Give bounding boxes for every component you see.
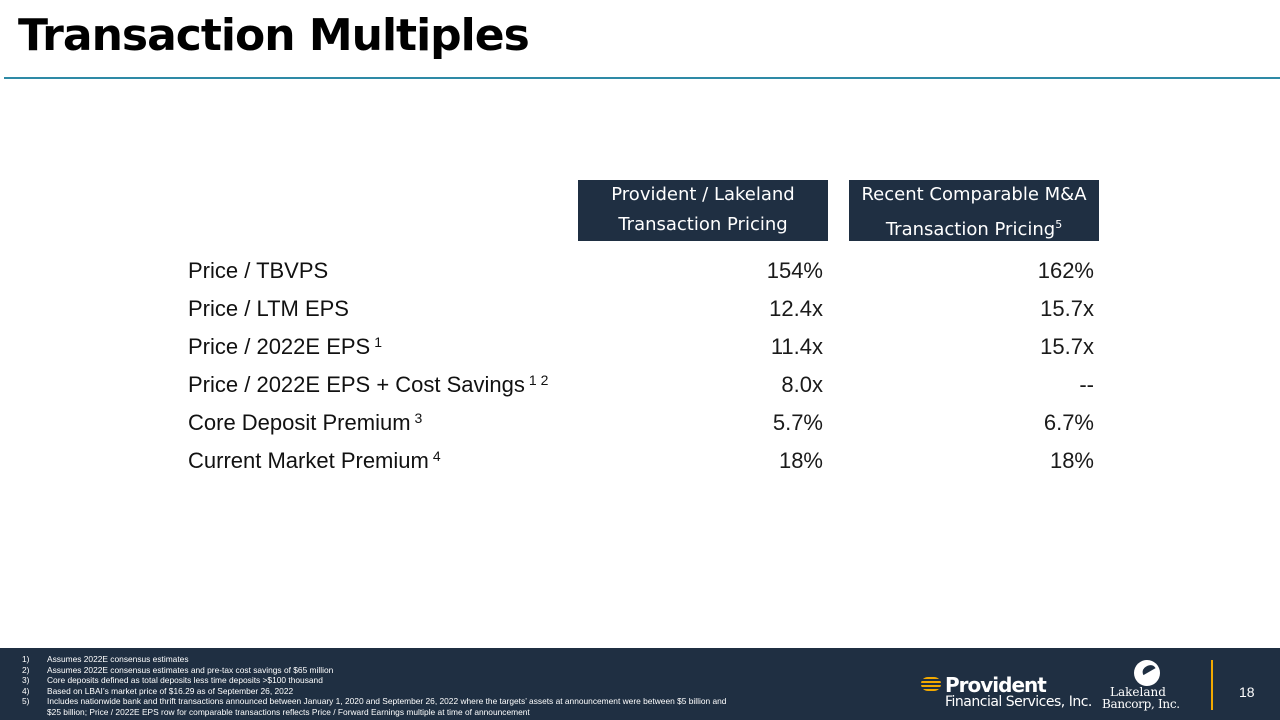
row-label: Price / 2022E EPS + Cost Savings 1 2 bbox=[188, 372, 549, 397]
comparable-value: -- bbox=[1079, 372, 1094, 397]
row-label: Current Market Premium 4 bbox=[188, 448, 441, 473]
row-label: Price / 2022E EPS 1 bbox=[188, 334, 383, 359]
row-label: Core Deposit Premium 3 bbox=[188, 410, 423, 435]
provident-logo-word: Provident bbox=[945, 673, 1047, 697]
title-divider bbox=[4, 77, 1280, 79]
provident-logo-sub: Financial Services, Inc. bbox=[945, 694, 1092, 710]
table-row: Price / TBVPS 154% 162% bbox=[0, 254, 1280, 292]
provident-value: 12.4x bbox=[769, 296, 823, 321]
provident-logo-icon bbox=[921, 677, 941, 691]
footnote-item: 4) Based on LBAI’s market price of $16.29… bbox=[22, 685, 294, 696]
row-label: Price / TBVPS bbox=[188, 258, 329, 283]
column-header-line: Transaction Pricing5 bbox=[885, 218, 1063, 240]
footnote-item: 2) Assumes 2022E consensus estimates and … bbox=[22, 664, 334, 675]
footnote-item: 5) Includes nationwide bank and thrift tr… bbox=[22, 696, 727, 717]
footnote-item: 1) Assumes 2022E consensus estimates bbox=[22, 654, 189, 664]
lakeland-logo-corp: Bancorp, Inc. bbox=[1102, 697, 1180, 711]
row-label: Price / LTM EPS bbox=[188, 296, 349, 321]
footer-bar: 1) Assumes 2022E consensus estimates 2) As… bbox=[0, 648, 1280, 720]
table-row: Price / 2022E EPS 1 11.4x 15.7x bbox=[0, 330, 1280, 368]
column-header-provident: Provident / Lakeland Transaction Pricing bbox=[578, 180, 828, 241]
table-row: Current Market Premium 4 18% 18% bbox=[0, 444, 1280, 482]
table-row: Price / LTM EPS 12.4x 15.7x bbox=[0, 292, 1280, 330]
provident-value: 11.4x bbox=[770, 334, 823, 359]
footnote-item: 3) Core deposits defined as total deposit… bbox=[22, 675, 323, 686]
comparable-value: 162% bbox=[1037, 258, 1094, 283]
page-number: 18 bbox=[1239, 684, 1255, 700]
column-header-line: Provident / Lakeland bbox=[611, 184, 795, 205]
multiples-table: Price / TBVPS 154% 162% Price / LTM EPS … bbox=[0, 254, 1280, 482]
comparable-value: 15.7x bbox=[1040, 334, 1094, 359]
column-header-comparable: Recent Comparable M&A Transaction Pricin… bbox=[849, 180, 1099, 241]
footnotes: 1) Assumes 2022E consensus estimates 2) As… bbox=[22, 654, 727, 718]
provident-value: 18% bbox=[778, 448, 823, 473]
logo-divider bbox=[1211, 660, 1213, 710]
footnote-marker: 5 bbox=[1055, 218, 1063, 231]
column-header-line: Transaction Pricing bbox=[618, 214, 788, 235]
table-row: Price / 2022E EPS + Cost Savings 1 2 8.0x… bbox=[0, 368, 1280, 406]
lakeland-logo-name: Lakeland bbox=[1110, 685, 1166, 699]
provident-value: 154% bbox=[766, 258, 823, 283]
provident-value: 5.7% bbox=[772, 410, 823, 435]
comparable-value: 15.7x bbox=[1040, 296, 1094, 321]
provident-value: 8.0x bbox=[781, 372, 823, 397]
column-header-line: Recent Comparable M&A bbox=[861, 184, 1087, 205]
lakeland-logo: Lakeland Bancorp, Inc. bbox=[1102, 660, 1192, 712]
table-row: Core Deposit Premium 3 5.7% 6.7% bbox=[0, 406, 1280, 444]
comparable-value: 18% bbox=[1049, 448, 1094, 473]
page-title: Transaction Multiples bbox=[18, 10, 530, 61]
comparable-value: 6.7% bbox=[1043, 410, 1094, 435]
lakeland-logo-icon bbox=[1134, 660, 1160, 686]
